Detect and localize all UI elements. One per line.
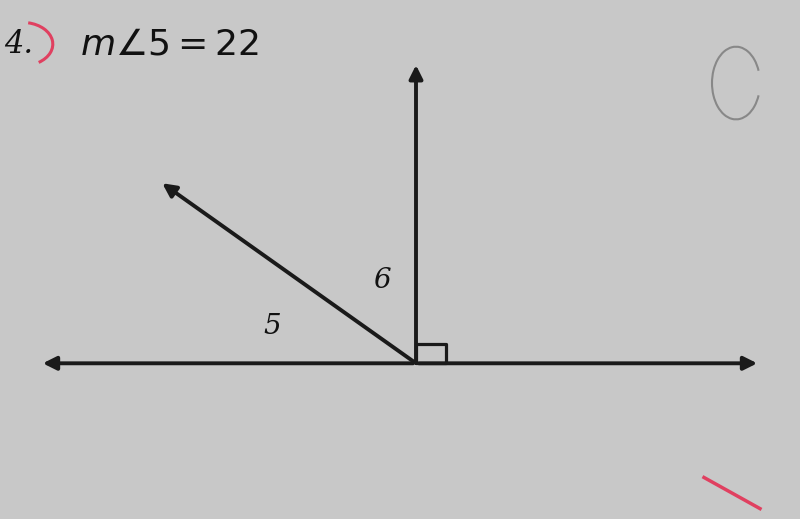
Text: 4.: 4. xyxy=(4,29,33,60)
Text: 5: 5 xyxy=(263,313,281,340)
Text: $m\angle 5 = 22$: $m\angle 5 = 22$ xyxy=(80,27,259,61)
Text: 6: 6 xyxy=(374,267,391,294)
